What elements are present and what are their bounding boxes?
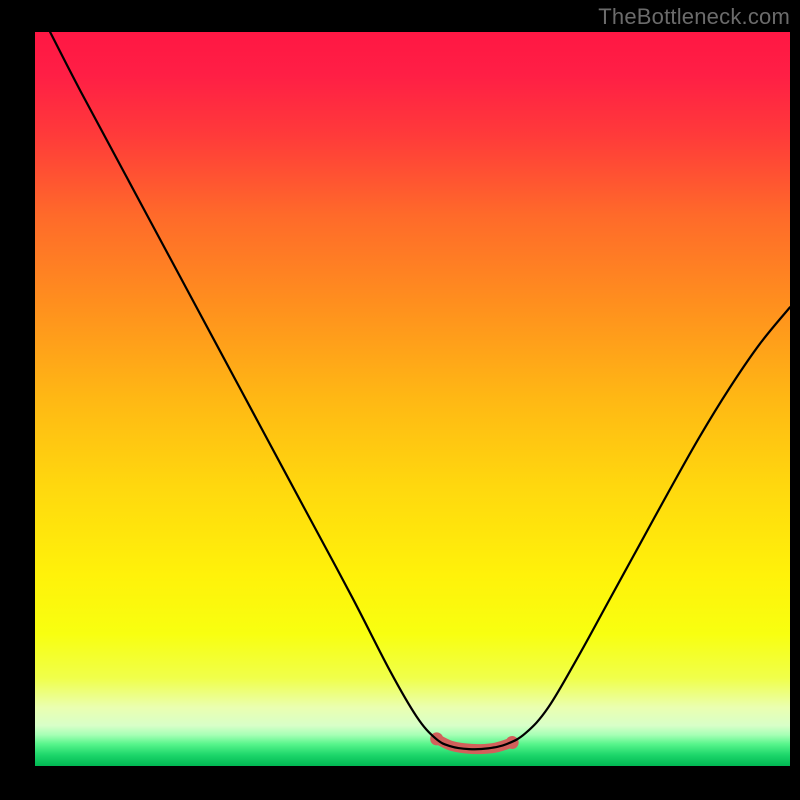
chart-background (35, 32, 790, 766)
watermark: TheBottleneck.com (598, 4, 790, 30)
chart-outer-frame: TheBottleneck.com (0, 0, 800, 800)
chart-plot-area (35, 32, 790, 766)
chart-svg (35, 32, 790, 766)
